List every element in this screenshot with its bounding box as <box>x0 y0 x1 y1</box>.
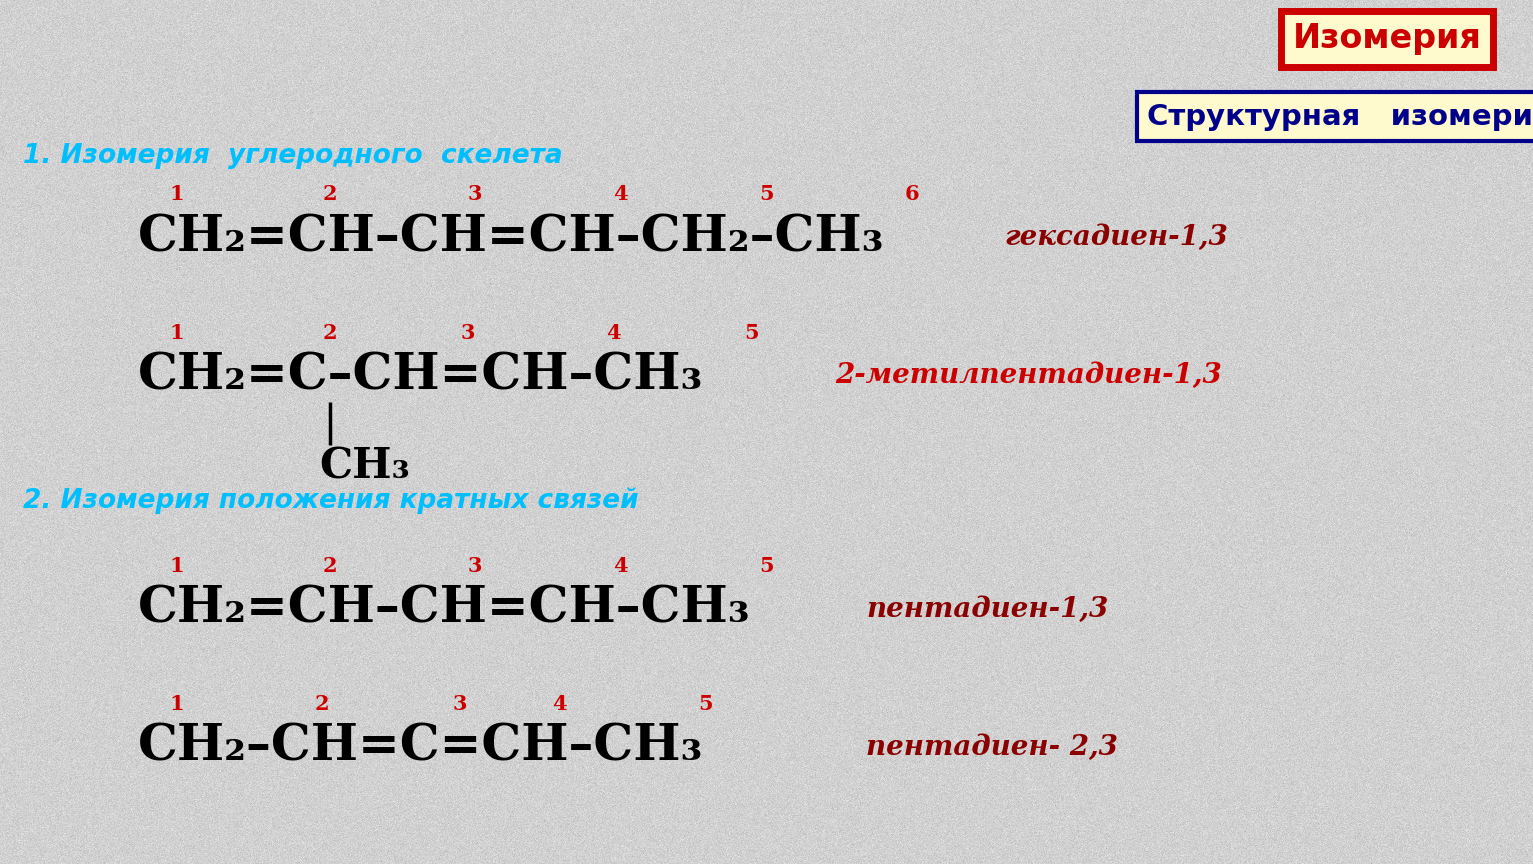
Text: CH₂=CH–CH=CH–CH₂–CH₃: CH₂=CH–CH=CH–CH₂–CH₃ <box>138 213 885 262</box>
Text: 2: 2 <box>314 694 330 715</box>
Text: 4: 4 <box>613 184 629 205</box>
Text: 4: 4 <box>552 694 567 715</box>
Text: пентадиен-1,3: пентадиен-1,3 <box>866 595 1108 623</box>
Text: CH₂–CH=C=CH–CH₃: CH₂–CH=C=CH–CH₃ <box>138 723 704 772</box>
Text: Изомерия: Изомерия <box>1292 22 1482 55</box>
Text: 2: 2 <box>322 556 337 576</box>
Text: 3: 3 <box>452 694 468 715</box>
Text: 4: 4 <box>613 556 629 576</box>
Text: 3: 3 <box>468 184 483 205</box>
Text: гексадиен-1,3: гексадиен-1,3 <box>1004 224 1228 251</box>
Text: CH₃: CH₃ <box>319 446 409 487</box>
Text: 3: 3 <box>468 556 483 576</box>
Text: CH₂=CH–CH=CH–CH₃: CH₂=CH–CH=CH–CH₃ <box>138 585 751 633</box>
Text: 6: 6 <box>904 184 920 205</box>
Text: 2-метилпентадиен-1,3: 2-метилпентадиен-1,3 <box>835 362 1222 390</box>
Text: 2: 2 <box>322 322 337 343</box>
Text: 1: 1 <box>169 556 184 576</box>
Text: 5: 5 <box>698 694 713 715</box>
Text: пентадиен- 2,3: пентадиен- 2,3 <box>866 734 1118 761</box>
Text: 2. Изомерия положения кратных связей: 2. Изомерия положения кратных связей <box>23 488 639 514</box>
Text: Структурная   изомерия: Структурная изомерия <box>1147 103 1533 130</box>
Text: 4: 4 <box>606 322 621 343</box>
Text: 2: 2 <box>322 184 337 205</box>
Text: 5: 5 <box>759 556 774 576</box>
Text: 5: 5 <box>759 184 774 205</box>
Text: 1: 1 <box>169 184 184 205</box>
Text: 3: 3 <box>460 322 475 343</box>
Text: CH₂=C–CH=CH–CH₃: CH₂=C–CH=CH–CH₃ <box>138 352 704 400</box>
Text: 5: 5 <box>744 322 759 343</box>
Text: 1: 1 <box>169 322 184 343</box>
Text: 1: 1 <box>169 694 184 715</box>
Text: 1. Изомерия  углеродного  скелета: 1. Изомерия углеродного скелета <box>23 143 563 168</box>
